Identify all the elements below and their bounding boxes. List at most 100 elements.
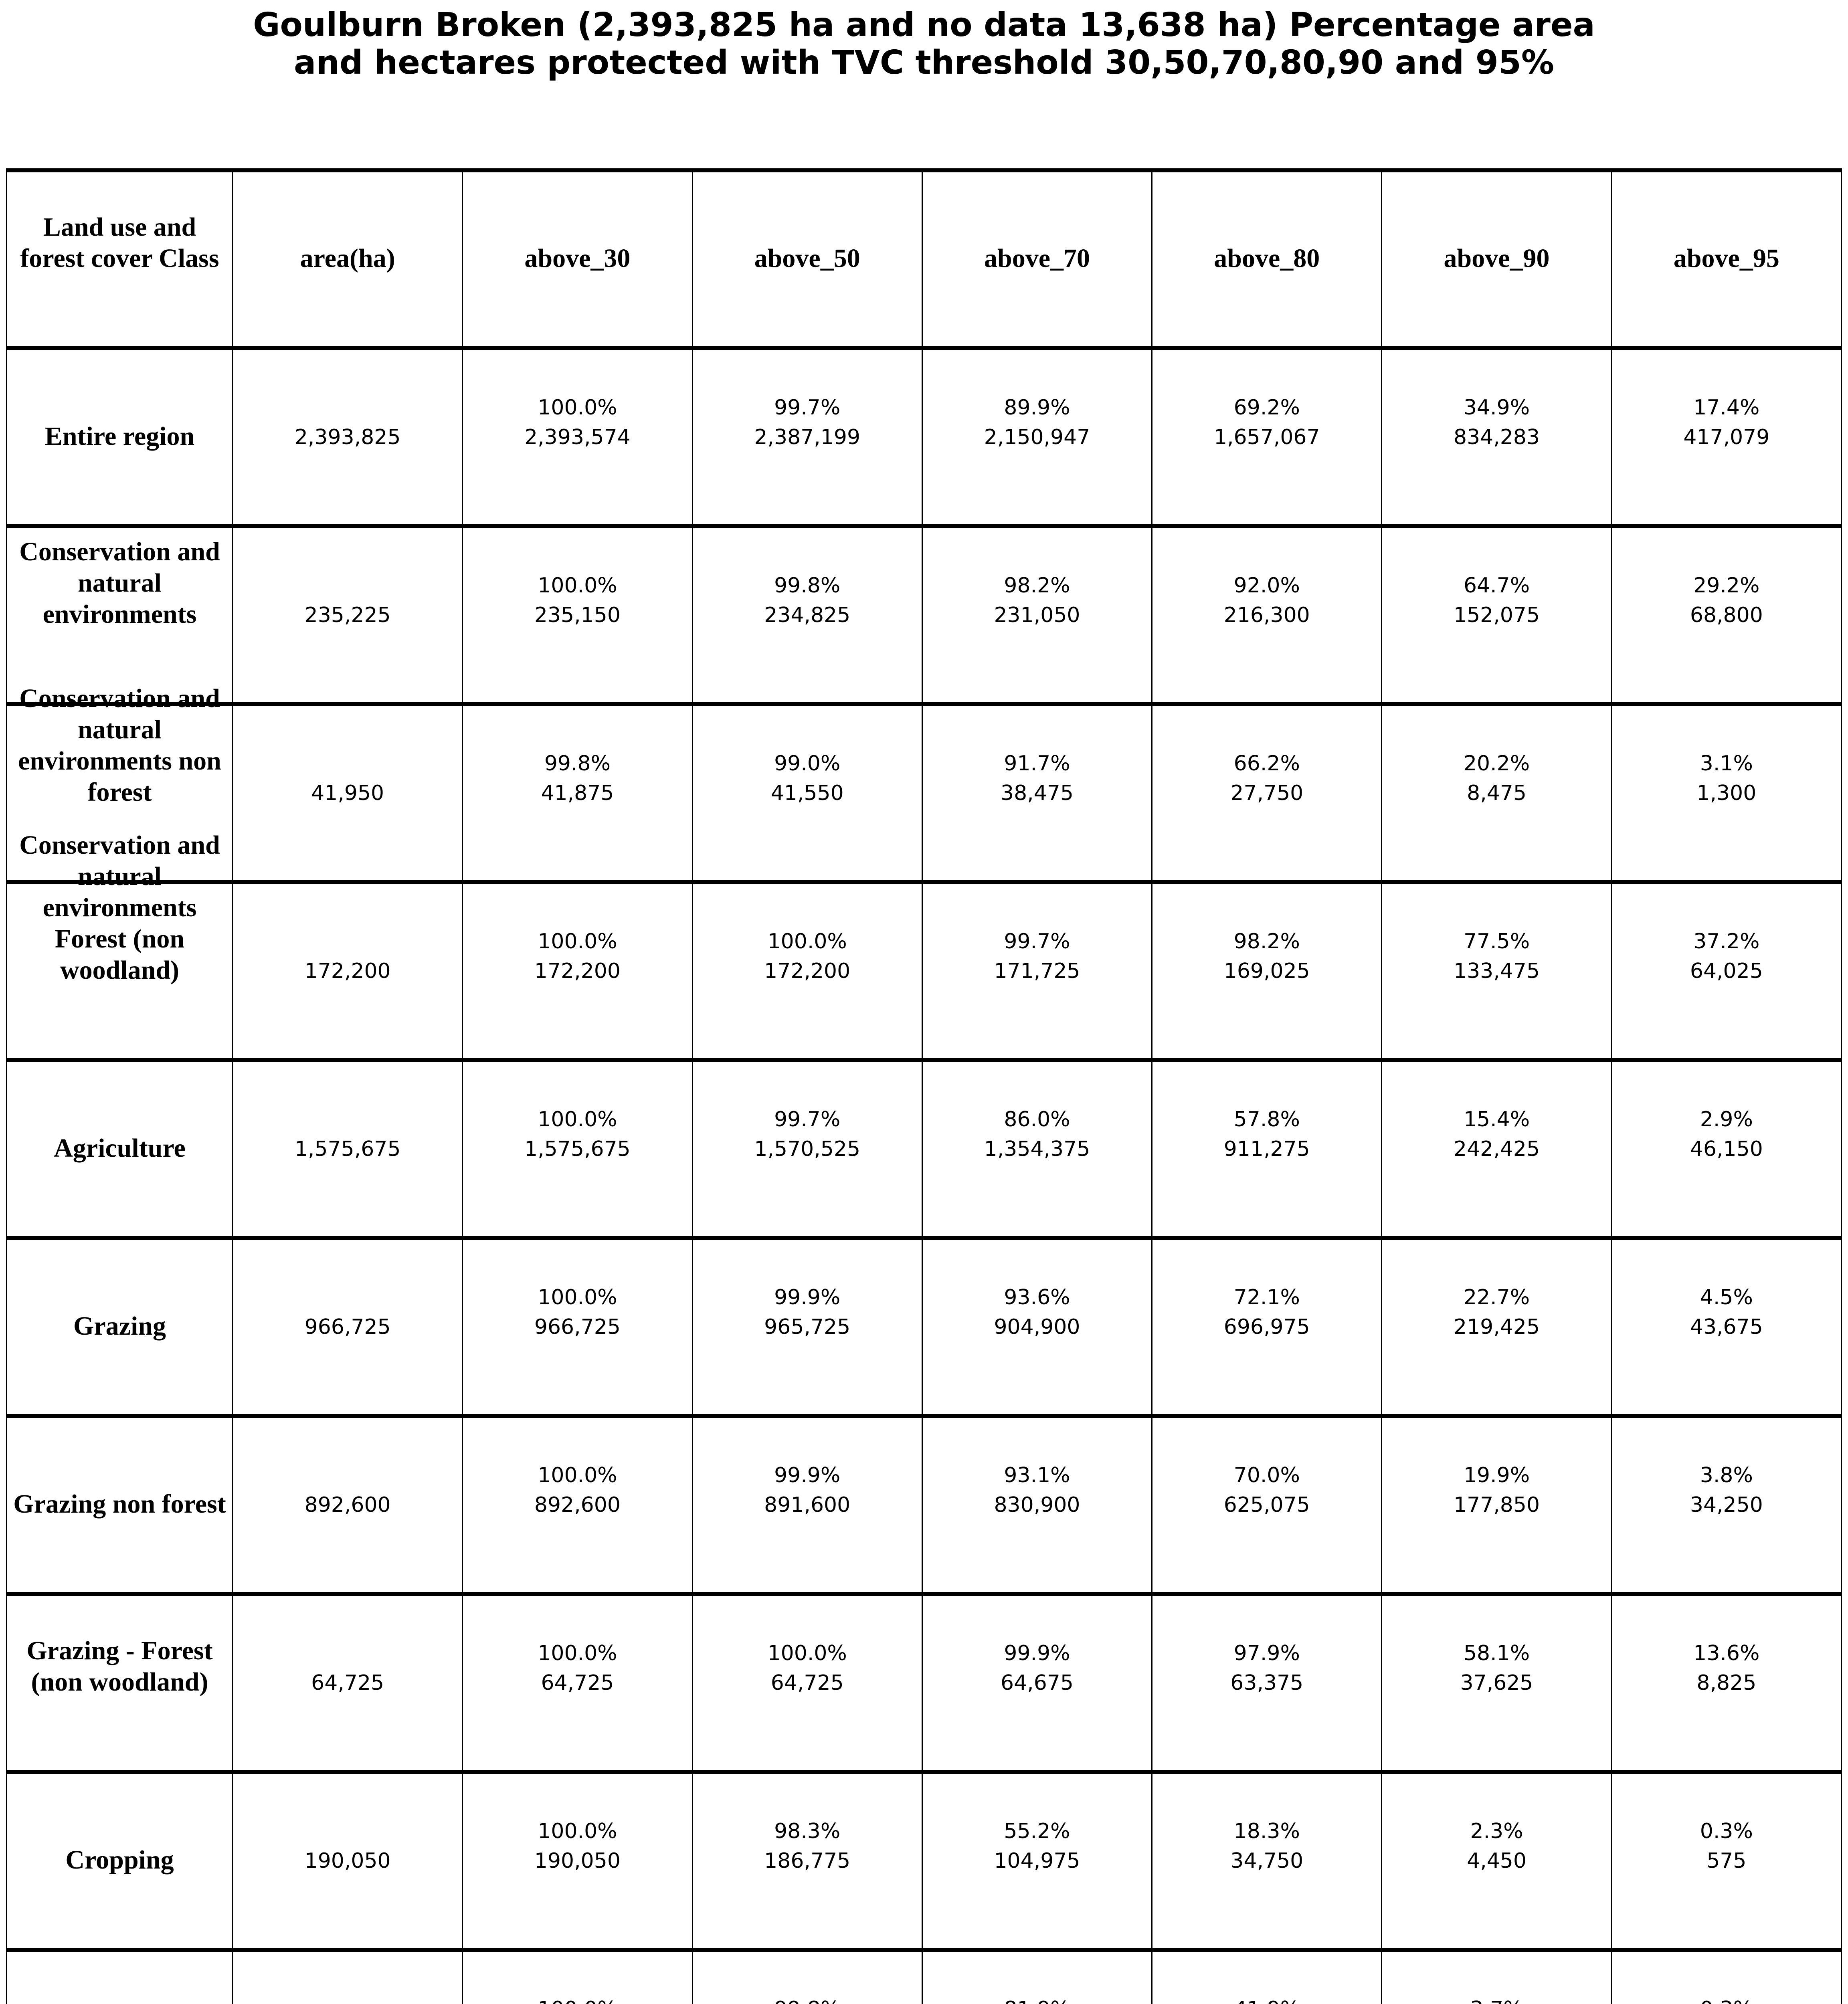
hectares-value: 4,450 [1467, 1849, 1527, 1873]
data-cell: 93.1% 830,900 [921, 1414, 1153, 1596]
data-cell: 86.0% 1,354,375 [921, 1058, 1153, 1240]
data-cell: 22.7% 219,425 [1381, 1236, 1612, 1418]
page-title-line2: and hectares protected with TVC threshol… [294, 44, 1554, 82]
percent-value: 66.2% [1233, 752, 1300, 776]
data-cell: 99.8% 234,825 [691, 524, 923, 706]
hectares-value: 41,875 [541, 781, 614, 805]
row-label: Cropping [65, 1845, 174, 1875]
table-row: Agriculture 1,575,675 100.0% 1,575,675 99… [6, 1058, 1842, 1240]
percent-value: 99.7% [1004, 929, 1070, 954]
hectares-value: 186,775 [764, 1849, 851, 1873]
percent-value: 92.0% [1233, 574, 1300, 598]
percent-value: 100.0% [538, 1463, 617, 1487]
table-row: Conservation and natural environments Fo… [6, 830, 1842, 1062]
row-area-value: 41,950 [311, 781, 384, 805]
row-area-value: 892,600 [304, 1493, 391, 1517]
data-cell: 3.7%15,225 [1381, 1948, 1612, 2004]
header-cell-above95: above_95 [1611, 168, 1842, 350]
percent-value: 64.7% [1463, 574, 1530, 598]
hectares-value: 891,600 [764, 1493, 851, 1517]
data-cell: 3.8% 34,250 [1611, 1414, 1842, 1596]
percent-value: 100.0% [767, 1641, 847, 1665]
data-cell: 72.1% 696,975 [1151, 1236, 1383, 1418]
percent-value: 99.8% [774, 574, 841, 598]
data-cell: 99.7% 1,570,525 [691, 1058, 923, 1240]
hectares-value: 575 [1706, 1849, 1747, 1873]
hectares-value: 34,250 [1690, 1493, 1763, 1517]
hectares-value: 27,750 [1230, 781, 1304, 805]
header-label: above_80 [1214, 244, 1320, 273]
data-cell: 98.2% 169,025 [1151, 880, 1383, 1062]
percent-value: 4.5% [1700, 1285, 1753, 1309]
header-cell-above50: above_50 [691, 168, 923, 350]
row-label-cell: Irrigation [6, 1948, 233, 2004]
percent-value: 99.7% [774, 396, 841, 420]
data-cell: 100.0% 190,050 [462, 1770, 693, 1952]
percent-value: 100.0% [538, 1285, 617, 1309]
percent-value: 100.0% [538, 929, 617, 954]
percent-value: 2.3% [1470, 1819, 1523, 1843]
data-cell: 2.9% 46,150 [1611, 1058, 1842, 1240]
percent-value: 3.7% [1385, 1994, 1607, 2004]
percent-value: 89.9% [1004, 396, 1070, 420]
percent-value: 18.3% [1233, 1819, 1300, 1843]
table-row: Grazing - Forest (non woodland) 64,725 1… [6, 1592, 1842, 1774]
header-label: area(ha) [300, 244, 395, 273]
data-cell: 34.9% 834,283 [1381, 346, 1612, 528]
hectares-value: 41,550 [770, 781, 844, 805]
row-label-cell: Conservation and natural environments Fo… [6, 830, 233, 1062]
data-cell: 70.0% 625,075 [1151, 1414, 1383, 1596]
percent-value: 99.9% [774, 1285, 841, 1309]
hectares-value: 64,025 [1690, 959, 1763, 983]
row-label: Entire region [44, 422, 195, 451]
percent-value: 77.5% [1463, 929, 1530, 954]
row-label: Grazing - Forest (non woodland) [26, 1636, 213, 1697]
row-label: Grazing [73, 1311, 166, 1341]
percent-value: 100.0% [538, 1819, 617, 1843]
percent-value: 99.9% [774, 1463, 841, 1487]
hectares-value: 892,600 [534, 1493, 621, 1517]
data-cell: 19.9% 177,850 [1381, 1414, 1612, 1596]
data-cell: 100.0% 1,575,675 [462, 1058, 693, 1240]
header-label: above_50 [754, 244, 860, 273]
hectares-value: 965,725 [764, 1315, 851, 1339]
percent-value: 0.3% [1700, 1819, 1753, 1843]
data-cell: 69.2% 1,657,067 [1151, 346, 1383, 528]
header-cell-class: Land use and forest cover Class [6, 168, 233, 350]
percent-value: 99.9% [1004, 1641, 1070, 1665]
header-cell-above90: above_90 [1381, 168, 1612, 350]
percent-value: 41.9% [1156, 1994, 1378, 2004]
data-cell: 0.3%1,400 [1611, 1948, 1842, 2004]
data-cell: 57.8% 911,275 [1151, 1058, 1383, 1240]
percent-value: 13.6% [1693, 1641, 1760, 1665]
percent-value: 99.7% [774, 1107, 841, 1131]
header-label: above_30 [524, 244, 631, 273]
row-area-cell: 406,625 [232, 1948, 463, 2004]
data-cell: 99.0% 41,550 [691, 702, 923, 884]
percent-value: 3.8% [1700, 1463, 1753, 1487]
hectares-value: 37,625 [1460, 1671, 1533, 1695]
row-area-value: 172,200 [304, 959, 391, 983]
hectares-value: 231,050 [994, 603, 1080, 627]
data-cell: 99.7% 2,387,199 [691, 346, 923, 528]
percent-value: 98.3% [774, 1819, 841, 1843]
hectares-value: 216,300 [1223, 603, 1310, 627]
percent-value: 98.2% [1233, 929, 1300, 954]
hectares-value: 1,300 [1696, 781, 1757, 805]
data-cell: 2.3% 4,450 [1381, 1770, 1612, 1952]
row-area-value: 64,725 [311, 1671, 384, 1695]
hectares-value: 34,750 [1230, 1849, 1304, 1873]
data-cell: 0.3% 575 [1611, 1770, 1842, 1952]
hectares-value: 190,050 [534, 1849, 621, 1873]
data-cell: 100.0% 966,725 [462, 1236, 693, 1418]
row-label-cell: Conservation and natural environments [6, 524, 233, 706]
percent-value: 99.8% [696, 1994, 918, 2004]
data-cell: 99.8%405,750 [691, 1948, 923, 2004]
percent-value: 72.1% [1233, 1285, 1300, 1309]
row-label-cell: Entire region [6, 346, 233, 528]
hectares-value: 625,075 [1223, 1493, 1310, 1517]
row-area-cell: 41,950 [232, 702, 463, 884]
row-label-cell: Grazing non forest [6, 1414, 233, 1596]
data-cell: 3.1% 1,300 [1611, 702, 1842, 884]
